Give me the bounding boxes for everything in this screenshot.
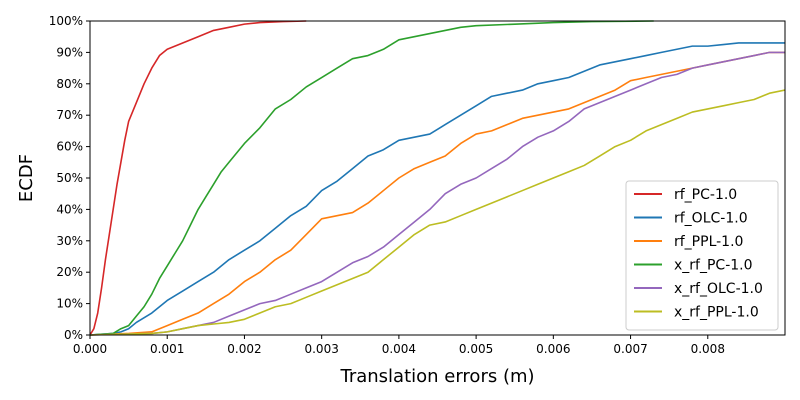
x-tick-label: 0.002 [227, 342, 261, 356]
legend-label: rf_PC-1.0 [674, 187, 737, 203]
y-axis-title: ECDF [16, 154, 37, 202]
y-axis-ticks: 0% 10% 20% 30% 40% 50% 60% 70% 80% 90% 100% [49, 14, 90, 342]
y-tick-label: 10% [56, 297, 83, 311]
legend: rf_PC-1.0 rf_OLC-1.0 rf_PPL-1.0 x_rf_PC-1.0… [625, 180, 779, 331]
series-line-x_rf_OLC-1.0 [90, 51, 785, 336]
x-tick-label: 0.007 [613, 342, 647, 356]
x-tick-label: 0.000 [73, 342, 107, 356]
series-line-rf_PC-1.0 [90, 20, 307, 336]
x-axis-ticks: 0.000 0.001 0.002 0.003 0.004 0.005 0.006 0.007… [73, 335, 725, 356]
series-line-rf_OLC-1.0 [90, 42, 785, 336]
plot-lines [90, 20, 785, 336]
y-tick-label: 60% [56, 140, 83, 154]
x-tick-label: 0.004 [382, 342, 416, 356]
legend-label: rf_PPL-1.0 [674, 234, 743, 250]
legend-label: x_rf_PPL-1.0 [674, 305, 759, 321]
x-axis-title: Translation errors (m) [339, 366, 534, 387]
y-tick-label: 30% [56, 234, 83, 248]
legend-label: rf_OLC-1.0 [674, 211, 748, 227]
x-tick-label: 0.005 [459, 342, 493, 356]
legend-label: x_rf_PC-1.0 [674, 258, 753, 274]
y-tick-label: 0% [64, 328, 83, 342]
x-tick-label: 0.008 [691, 342, 725, 356]
y-tick-label: 20% [56, 265, 83, 279]
legend-label: x_rf_OLC-1.0 [674, 281, 763, 297]
x-tick-label: 0.006 [536, 342, 570, 356]
y-tick-label: 90% [56, 45, 83, 59]
legend-box [625, 180, 779, 331]
series-line-x_rf_PC-1.0 [90, 20, 654, 336]
y-tick-label: 100% [49, 14, 83, 28]
y-tick-label: 40% [56, 202, 83, 216]
x-tick-label: 0.003 [304, 342, 338, 356]
x-tick-label: 0.001 [150, 342, 184, 356]
y-tick-label: 70% [56, 108, 83, 122]
y-tick-label: 50% [56, 171, 83, 185]
y-tick-label: 80% [56, 77, 83, 91]
series-line-rf_PPL-1.0 [90, 51, 785, 336]
series-line-x_rf_PPL-1.0 [90, 89, 785, 336]
